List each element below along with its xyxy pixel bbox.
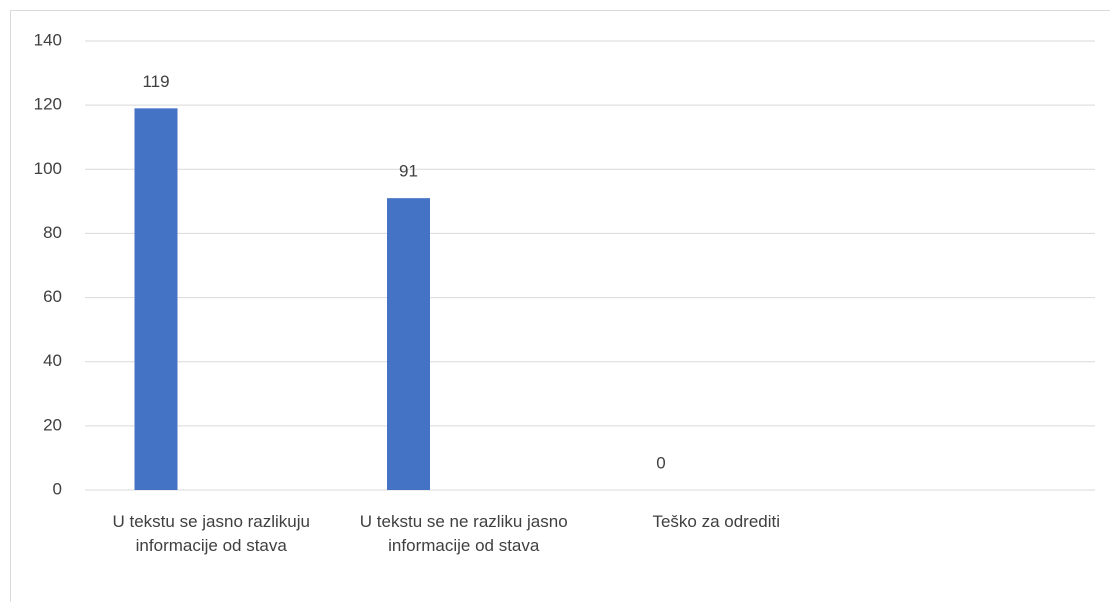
x-tick-label: U tekstu se ne razliku jasno informacije… — [359, 512, 568, 555]
y-tick-label: 140 — [34, 30, 62, 49]
y-tick-label: 60 — [43, 287, 62, 306]
y-tick-label: 120 — [34, 95, 62, 114]
data-label: 119 — [142, 72, 169, 91]
x-tick-label: Teško za odrediti — [652, 512, 781, 531]
y-tick-label: 0 — [53, 479, 62, 498]
y-tick-label: 100 — [34, 159, 62, 178]
bar — [134, 108, 178, 490]
y-tick-label: 40 — [43, 351, 62, 370]
data-label: 0 — [656, 453, 665, 472]
x-tick-label: U tekstu se jasno razlikuju informacije … — [112, 512, 310, 555]
chart-border — [10, 10, 1110, 602]
data-label: 91 — [399, 162, 418, 181]
y-tick-label: 20 — [43, 415, 62, 434]
y-tick-label: 80 — [43, 223, 62, 242]
bar — [387, 198, 430, 490]
